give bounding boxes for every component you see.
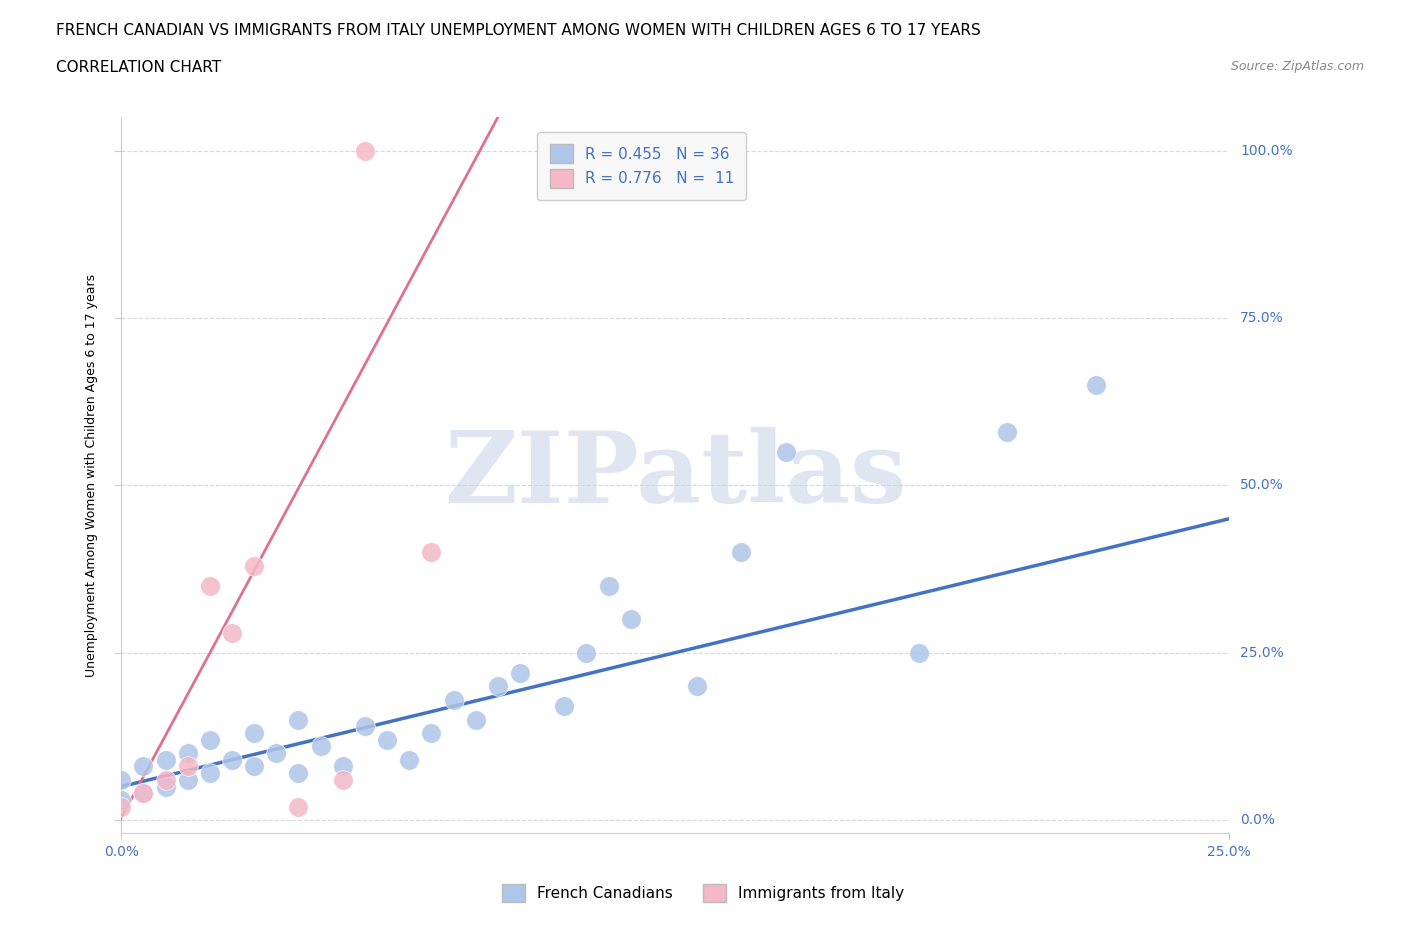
Y-axis label: Unemployment Among Women with Children Ages 6 to 17 years: Unemployment Among Women with Children A…: [86, 273, 98, 677]
Point: [575, 645, 598, 660]
Point: [221, 752, 243, 767]
Point: [309, 739, 332, 754]
Legend: R = 0.455   N = 36, R = 0.776   N =  11: R = 0.455 N = 36, R = 0.776 N = 11: [537, 132, 747, 200]
Point: [198, 765, 221, 780]
Text: ZIPatlas: ZIPatlas: [444, 427, 907, 524]
Point: [176, 759, 198, 774]
Point: [486, 679, 509, 694]
Point: [198, 732, 221, 747]
Point: [398, 752, 420, 767]
Point: [907, 645, 929, 660]
Point: [332, 759, 354, 774]
Point: [375, 732, 398, 747]
Point: [132, 786, 155, 801]
Point: [155, 779, 177, 794]
Point: [443, 692, 465, 707]
Point: [110, 773, 132, 788]
Point: [354, 143, 377, 158]
Point: [198, 578, 221, 593]
Point: [155, 752, 177, 767]
Text: 100.0%: 100.0%: [1240, 144, 1292, 158]
Point: [620, 612, 643, 627]
Text: 50.0%: 50.0%: [1240, 478, 1284, 492]
Point: [243, 558, 266, 573]
Point: [332, 773, 354, 788]
Point: [354, 719, 377, 734]
Text: 25.0%: 25.0%: [1240, 645, 1284, 659]
Point: [509, 665, 531, 680]
Point: [176, 773, 198, 788]
Point: [287, 712, 309, 727]
Point: [155, 773, 177, 788]
Point: [553, 698, 575, 713]
Point: [420, 545, 443, 560]
Point: [598, 578, 620, 593]
Point: [287, 799, 309, 814]
Point: [110, 799, 132, 814]
Point: [464, 712, 486, 727]
Text: FRENCH CANADIAN VS IMMIGRANTS FROM ITALY UNEMPLOYMENT AMONG WOMEN WITH CHILDREN : FRENCH CANADIAN VS IMMIGRANTS FROM ITALY…: [56, 23, 981, 38]
Point: [686, 679, 709, 694]
Point: [176, 746, 198, 761]
Point: [243, 725, 266, 740]
Text: 75.0%: 75.0%: [1240, 311, 1284, 325]
Text: CORRELATION CHART: CORRELATION CHART: [56, 60, 221, 75]
Legend: French Canadians, Immigrants from Italy: French Canadians, Immigrants from Italy: [495, 878, 911, 909]
Point: [110, 792, 132, 807]
Text: 0.0%: 0.0%: [1240, 813, 1275, 827]
Point: [132, 786, 155, 801]
Point: [730, 545, 752, 560]
Point: [775, 445, 797, 459]
Text: Source: ZipAtlas.com: Source: ZipAtlas.com: [1230, 60, 1364, 73]
Point: [287, 765, 309, 780]
Point: [420, 725, 443, 740]
Point: [243, 759, 266, 774]
Point: [1084, 378, 1107, 392]
Point: [132, 759, 155, 774]
Point: [266, 746, 288, 761]
Point: [221, 625, 243, 640]
Point: [995, 424, 1018, 439]
